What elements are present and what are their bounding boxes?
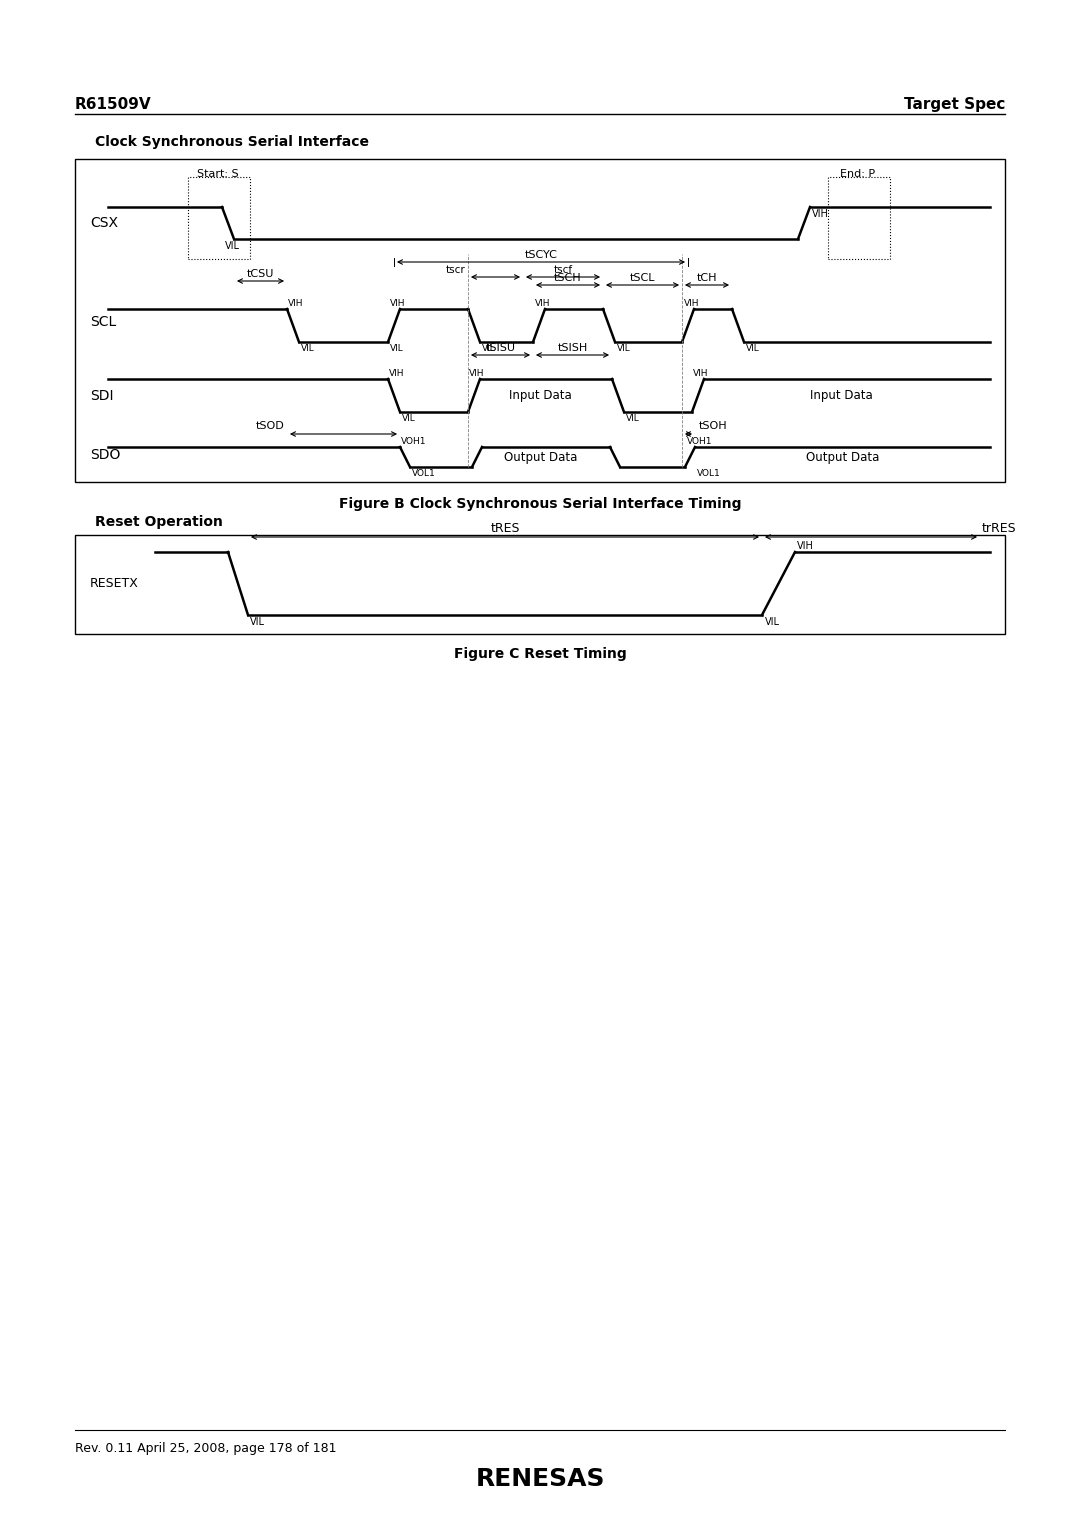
Text: SCL: SCL: [90, 315, 117, 328]
Text: Figure C Reset Timing: Figure C Reset Timing: [454, 647, 626, 661]
Text: Target Spec: Target Spec: [904, 98, 1005, 111]
Text: Output Data: Output Data: [504, 450, 578, 464]
Text: tSOD: tSOD: [255, 421, 284, 431]
Text: VIH: VIH: [469, 370, 485, 379]
Text: VIL: VIL: [249, 617, 265, 628]
Text: VIL: VIL: [765, 617, 780, 628]
Text: tSCH: tSCH: [554, 273, 582, 282]
Text: VOL1: VOL1: [697, 469, 720, 478]
Text: tscr: tscr: [445, 266, 465, 275]
Text: VIH: VIH: [390, 299, 405, 308]
Text: VIL: VIL: [617, 344, 631, 353]
Text: VIL: VIL: [746, 344, 759, 353]
Text: tRES: tRES: [490, 522, 519, 534]
Text: RESETX: RESETX: [90, 577, 139, 589]
Text: tSISU: tSISU: [486, 344, 515, 353]
Text: VIL: VIL: [626, 414, 639, 423]
Text: Input Data: Input Data: [810, 389, 873, 402]
Text: Reset Operation: Reset Operation: [95, 515, 222, 528]
Text: Figure B Clock Synchronous Serial Interface Timing: Figure B Clock Synchronous Serial Interf…: [339, 496, 741, 512]
Text: Start: S: Start: S: [198, 169, 239, 179]
Text: Output Data: Output Data: [806, 450, 879, 464]
Text: tSOH: tSOH: [699, 421, 728, 431]
Text: VIL: VIL: [301, 344, 314, 353]
Text: VIL: VIL: [225, 241, 240, 250]
Text: tCSU: tCSU: [247, 269, 274, 279]
Text: VOH1: VOH1: [401, 437, 427, 446]
Text: VIH: VIH: [535, 299, 551, 308]
Text: SDI: SDI: [90, 388, 113, 403]
Text: VIL: VIL: [390, 344, 404, 353]
Text: tCH: tCH: [697, 273, 717, 282]
Text: RENESAS: RENESAS: [475, 1467, 605, 1490]
Text: VOH1: VOH1: [687, 437, 713, 446]
Text: VIH: VIH: [693, 370, 708, 379]
Text: tscf: tscf: [553, 266, 572, 275]
Text: Clock Synchronous Serial Interface: Clock Synchronous Serial Interface: [95, 134, 369, 150]
Text: trRES: trRES: [982, 522, 1016, 534]
Text: VIH: VIH: [684, 299, 700, 308]
Text: R61509V: R61509V: [75, 98, 151, 111]
Text: VIL: VIL: [482, 344, 496, 353]
Bar: [75, 534, 1005, 634]
Bar: [828, 177, 890, 260]
Bar: [75, 159, 1005, 483]
Text: SDO: SDO: [90, 447, 120, 463]
Text: tSCYC: tSCYC: [525, 250, 557, 260]
Text: Input Data: Input Data: [509, 389, 571, 402]
Text: VIH: VIH: [288, 299, 303, 308]
Bar: [188, 177, 249, 260]
Text: VIH: VIH: [389, 370, 405, 379]
Text: End: P: End: P: [840, 169, 876, 179]
Text: VOL1: VOL1: [411, 469, 435, 478]
Text: tSCL: tSCL: [630, 273, 656, 282]
Text: VIH: VIH: [812, 209, 828, 218]
Text: VIH: VIH: [797, 541, 814, 551]
Text: VIL: VIL: [402, 414, 416, 423]
Text: CSX: CSX: [90, 215, 118, 231]
Text: Rev. 0.11 April 25, 2008, page 178 of 181: Rev. 0.11 April 25, 2008, page 178 of 18…: [75, 1441, 337, 1455]
Text: tSISH: tSISH: [557, 344, 588, 353]
